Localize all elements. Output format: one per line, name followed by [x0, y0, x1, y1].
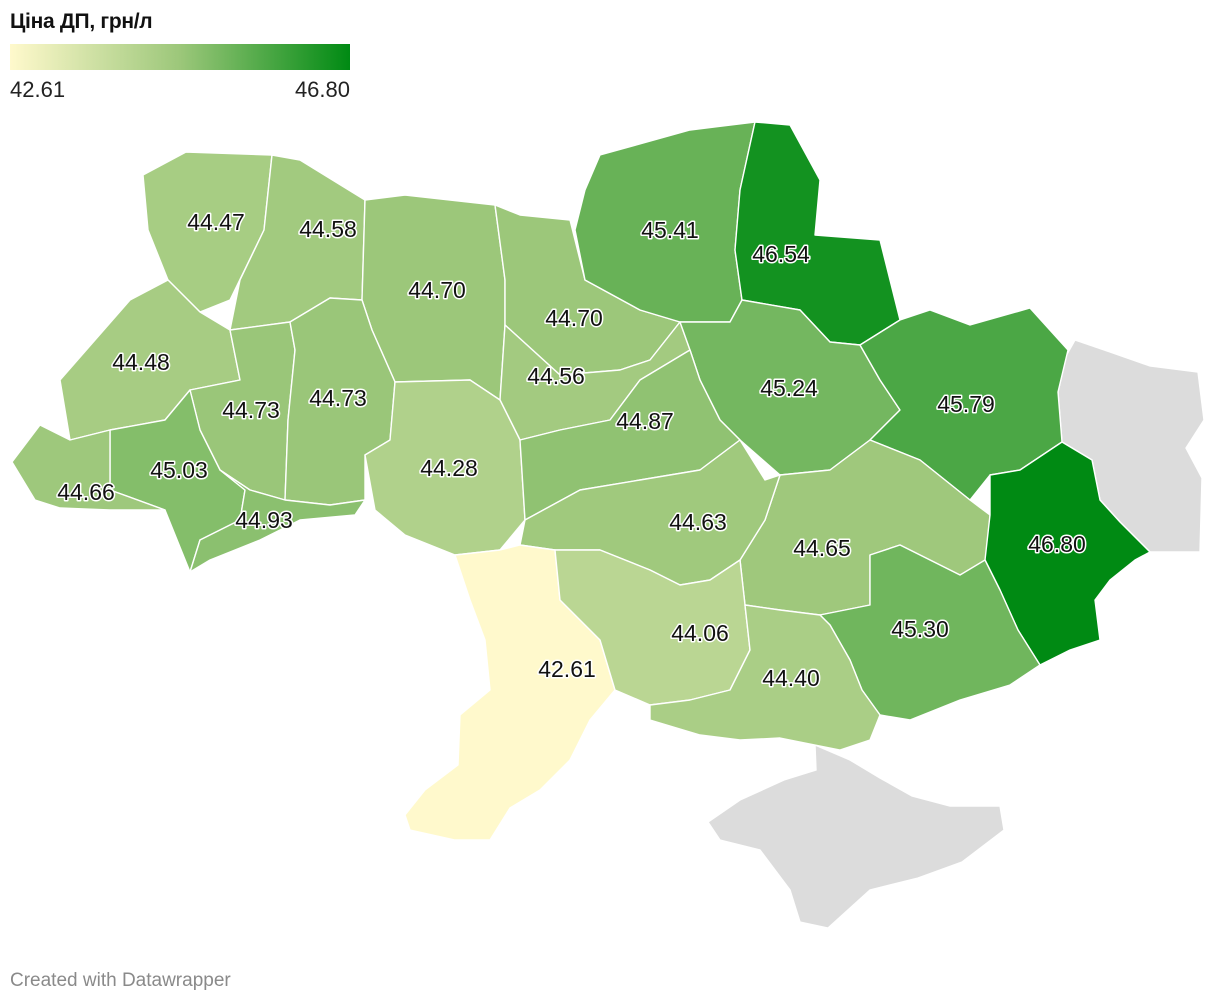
region-kherson: [649, 604, 881, 751]
value-label-poltava: 45.24: [760, 375, 818, 401]
occupied-crimea: [707, 743, 1005, 929]
value-label-odesa: 42.61: [538, 656, 596, 682]
value-label-rivne: 44.58: [299, 216, 357, 242]
value-label-zakarpattia: 44.66: [57, 479, 115, 505]
region-zakarpattia: [11, 424, 166, 511]
value-label-chernivtsi: 44.93: [235, 507, 293, 533]
value-label-sumy: 46.54: [752, 241, 810, 267]
value-label-chernihiv: 45.41: [641, 217, 699, 243]
value-label-mykolaiv: 44.63: [669, 509, 727, 535]
region-volyn: [142, 151, 273, 313]
value-label-khmelnytskyi: 44.73: [309, 385, 367, 411]
legend-title: Ціна ДП, грн/л: [10, 10, 153, 33]
region-chernivtsi: [189, 469, 366, 573]
value-label-donetsk: 46.80: [1028, 531, 1086, 557]
datawrapper-credit: Created with Datawrapper: [10, 970, 231, 991]
value-label-zaporizhzhia: 45.30: [891, 616, 949, 642]
value-label-zhytomyr: 44.70: [408, 277, 466, 303]
legend-gradient-bar: [10, 44, 350, 70]
value-label-kharkiv: 45.79: [937, 391, 995, 417]
legend-min-label: 42.61: [10, 77, 66, 102]
value-label-kirovohrad: 44.87: [616, 408, 674, 434]
legend-max-label: 46.80: [294, 77, 350, 102]
value-label-kherson-north: 44.06: [671, 620, 729, 646]
value-label-dnipro: 44.65: [793, 535, 851, 561]
value-label-cherkasy: 44.56: [527, 363, 585, 389]
value-label-lviv: 44.48: [112, 349, 170, 375]
value-label-vinnytsia: 44.28: [420, 455, 478, 481]
value-label-volyn: 44.47: [187, 209, 245, 235]
value-label-kyiv: 44.70: [545, 305, 603, 331]
value-label-ivano-frankivsk: 45.03: [150, 457, 208, 483]
color-legend: Ціна ДП, грн/л 42.61 46.80: [10, 10, 350, 103]
value-label-kherson: 44.40: [762, 665, 820, 691]
value-label-ternopil: 44.73: [222, 397, 280, 423]
